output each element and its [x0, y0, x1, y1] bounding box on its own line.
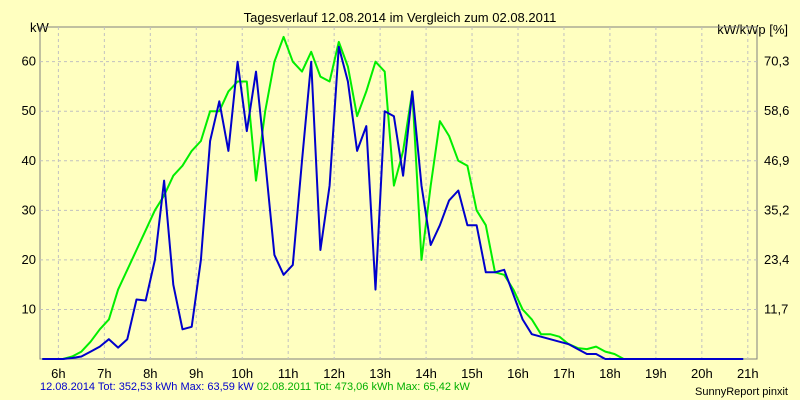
x-tick-label: 17h [553, 366, 575, 381]
x-tick-label: 14h [415, 366, 437, 381]
series1-summary: 12.08.2014 Tot: 352,53 kWh Max: 63,59 kW [40, 381, 254, 393]
x-tick-label: 6h [51, 366, 65, 381]
x-tick-label: 10h [231, 366, 253, 381]
y-tick-left: 40 [22, 153, 36, 168]
y-axis-right-label: kW/kWp [%] [717, 22, 788, 37]
y-tick-right: 23,4 [764, 252, 789, 267]
x-tick-label: 19h [645, 366, 667, 381]
x-tick-label: 13h [369, 366, 391, 381]
x-tick-label: 8h [143, 366, 157, 381]
x-tick-label: 7h [97, 366, 111, 381]
y-tick-right: 46,9 [764, 153, 789, 168]
chart-footer: 12.08.2014 Tot: 352,53 kWh Max: 63,59 kW… [40, 381, 470, 393]
x-tick-label: 11h [278, 366, 299, 381]
y-tick-left: 10 [22, 301, 36, 316]
x-tick-label: 21h [737, 366, 759, 381]
series-line-12.08.2014 [42, 45, 744, 360]
x-tick-label: 12h [323, 366, 345, 381]
y-tick-right: 58,6 [764, 103, 789, 118]
credit-text: SunnyReport pinxit [695, 386, 788, 398]
y-tick-right: 35,2 [764, 202, 789, 217]
y-axis-left-label: kW [30, 20, 49, 35]
y-tick-right: 70,3 [764, 54, 789, 69]
series2-summary: 02.08.2011 Tot: 473,06 kWh Max: 65,42 kW [256, 381, 470, 393]
chart-title: Tagesverlauf 12.08.2014 im Vergleich zum… [243, 10, 557, 25]
series-line-02.08.2011 [42, 35, 744, 360]
x-tick-label: 15h [461, 366, 483, 381]
x-tick-label: 18h [599, 366, 621, 381]
y-tick-left: 60 [22, 54, 36, 69]
x-tick-label: 9h [189, 366, 203, 381]
x-tick-label: 20h [691, 366, 713, 381]
y-tick-right: 11,7 [764, 301, 788, 316]
plot-frame [39, 26, 758, 360]
y-tick-left: 30 [22, 202, 36, 217]
x-tick-label: 16h [507, 366, 529, 381]
y-tick-left: 50 [22, 103, 36, 118]
y-tick-left: 20 [22, 252, 36, 267]
